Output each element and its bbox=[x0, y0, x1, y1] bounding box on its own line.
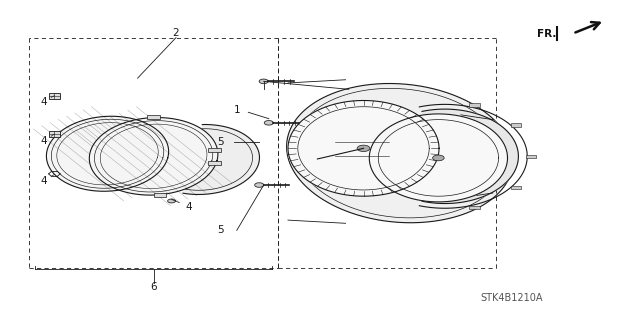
Text: FR.: FR. bbox=[538, 29, 557, 40]
Polygon shape bbox=[526, 155, 536, 158]
Polygon shape bbox=[264, 121, 273, 125]
Circle shape bbox=[357, 145, 370, 152]
Polygon shape bbox=[288, 100, 439, 196]
Polygon shape bbox=[511, 186, 521, 189]
Text: STK4B1210A: STK4B1210A bbox=[481, 293, 543, 303]
Polygon shape bbox=[90, 117, 218, 195]
Text: 4: 4 bbox=[40, 97, 47, 107]
Polygon shape bbox=[469, 206, 479, 209]
Polygon shape bbox=[168, 199, 175, 203]
Polygon shape bbox=[47, 116, 168, 191]
Text: 6: 6 bbox=[150, 282, 157, 292]
Text: 1: 1 bbox=[234, 105, 240, 115]
Polygon shape bbox=[469, 103, 479, 107]
Text: 2: 2 bbox=[173, 28, 179, 39]
Polygon shape bbox=[369, 114, 508, 202]
Polygon shape bbox=[287, 84, 513, 223]
Text: 5: 5 bbox=[218, 137, 224, 147]
Polygon shape bbox=[422, 109, 518, 204]
Polygon shape bbox=[208, 148, 221, 152]
Text: 5: 5 bbox=[218, 225, 224, 235]
Polygon shape bbox=[255, 183, 264, 187]
Polygon shape bbox=[183, 124, 259, 195]
Polygon shape bbox=[49, 131, 60, 137]
Polygon shape bbox=[259, 79, 268, 84]
Polygon shape bbox=[511, 123, 521, 127]
Polygon shape bbox=[49, 93, 60, 99]
Polygon shape bbox=[147, 115, 160, 119]
Circle shape bbox=[433, 155, 444, 161]
Text: 4: 4 bbox=[186, 202, 192, 212]
Text: 4: 4 bbox=[40, 136, 47, 146]
Polygon shape bbox=[208, 161, 221, 165]
Polygon shape bbox=[154, 193, 166, 197]
Text: 4: 4 bbox=[40, 176, 47, 186]
